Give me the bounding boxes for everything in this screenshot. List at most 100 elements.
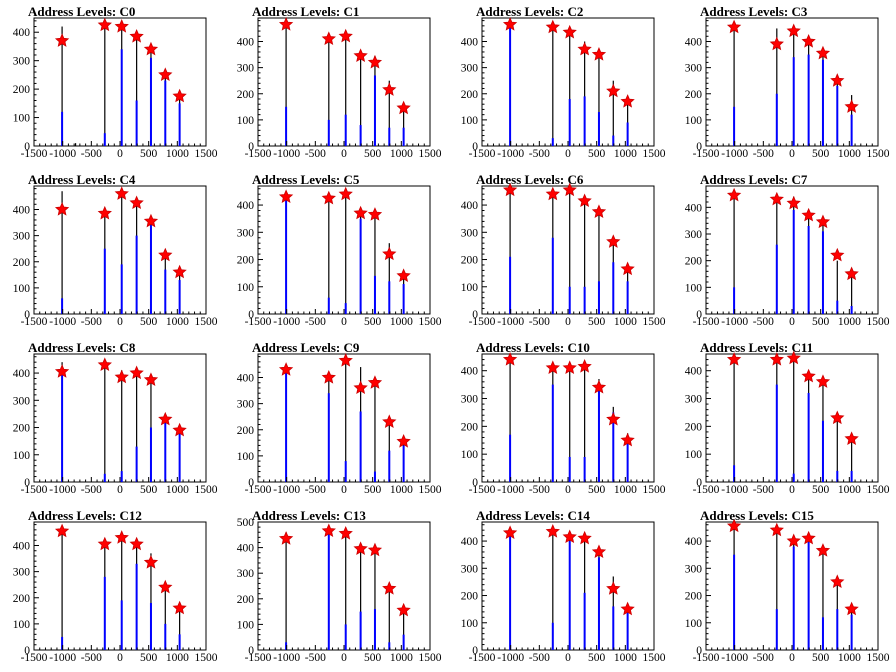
x-tick-label: 1500 xyxy=(867,484,890,496)
chart-panel-7: 0 100 200 300 400 -1500 -1000 -500 0 500 1000 1500 A… xyxy=(672,168,896,336)
x-tick-label: -500 xyxy=(305,484,326,496)
y-tick-label: 0 xyxy=(24,645,30,657)
bar-black xyxy=(104,362,106,482)
y-tick-label: 400 xyxy=(13,205,31,217)
star-marker xyxy=(278,17,294,31)
x-tick-label: 1000 xyxy=(838,316,861,328)
x-tick-label: -1500 xyxy=(21,316,48,328)
bar-blue xyxy=(775,93,778,146)
x-tick-label: -500 xyxy=(753,652,774,664)
x-tick-label: 0 xyxy=(565,484,571,496)
y-tick-label: 200 xyxy=(13,257,31,269)
chart-svg-4: 0 100 200 300 400 -1500 -1000 -500 0 500 1000 1500 xyxy=(13,185,218,328)
y-tick-label: 200 xyxy=(13,84,31,96)
x-tick-label: 0 xyxy=(341,148,347,160)
bar-blue xyxy=(626,611,629,650)
x-tick-label: 0 xyxy=(789,148,795,160)
star-marker xyxy=(815,45,831,60)
star-marker xyxy=(844,601,859,616)
y-tick-label: 300 xyxy=(461,394,479,406)
bar-black xyxy=(136,33,138,146)
bar-black xyxy=(776,28,778,147)
star-marker xyxy=(577,193,592,208)
y-tick-label: 100 xyxy=(13,450,31,462)
star-marker xyxy=(338,186,353,201)
x-tick-label: -500 xyxy=(529,652,550,664)
chart-title: Address Levels: C4 xyxy=(28,172,136,187)
bar-blue xyxy=(775,244,778,314)
y-tick-label: 300 xyxy=(237,399,255,411)
bar-blue xyxy=(836,85,839,146)
chart-title: Address Levels: C15 xyxy=(700,508,814,523)
x-tick-label: -500 xyxy=(529,148,550,160)
bar-blue xyxy=(344,624,347,650)
x-tick-label: 500 xyxy=(364,652,382,664)
y-tick-label: 100 xyxy=(461,618,479,630)
star-marker xyxy=(321,31,336,45)
bar-blue xyxy=(807,54,810,146)
chart-title: Address Levels: C6 xyxy=(476,172,584,187)
x-tick-label: 500 xyxy=(588,484,606,496)
y-tick-label: 200 xyxy=(461,255,479,267)
bar-blue xyxy=(568,541,571,650)
y-tick-label: 400 xyxy=(685,536,703,548)
x-tick-label: 1500 xyxy=(867,148,890,160)
bar-blue xyxy=(551,138,554,146)
x-tick-label: 1500 xyxy=(867,316,890,328)
bar-blue xyxy=(149,57,152,146)
x-tick-label: -1000 xyxy=(497,316,524,328)
y-tick-label: 100 xyxy=(685,449,703,461)
chart-title: Address Levels: C2 xyxy=(476,4,584,19)
y-tick-label: 100 xyxy=(461,449,479,461)
bar-blue xyxy=(402,634,405,650)
x-tick-label: -1000 xyxy=(721,652,748,664)
star-marker xyxy=(606,83,621,98)
bar-blue xyxy=(61,111,64,146)
bar-black xyxy=(598,209,600,314)
bar-black xyxy=(360,547,362,650)
star-marker xyxy=(143,554,159,569)
y-tick-label: 100 xyxy=(237,619,255,631)
star-marker xyxy=(54,364,70,378)
bar-blue xyxy=(583,286,586,314)
star-marker xyxy=(830,247,845,262)
bar-black xyxy=(104,25,106,146)
bar-blue xyxy=(388,450,391,482)
y-tick-label: 300 xyxy=(13,231,31,243)
x-tick-label: -500 xyxy=(753,148,774,160)
bar-blue xyxy=(178,103,181,146)
x-tick-label: -500 xyxy=(305,316,326,328)
bar-black xyxy=(509,187,511,314)
bar-black xyxy=(285,23,287,146)
bar-blue xyxy=(597,112,600,146)
x-tick-label: -1500 xyxy=(469,148,496,160)
bar-blue xyxy=(775,384,778,482)
bar-black xyxy=(552,27,554,146)
bar-blue xyxy=(821,617,824,650)
y-tick-label: 200 xyxy=(13,423,31,435)
y-tick-label: 200 xyxy=(461,591,479,603)
bar-blue xyxy=(821,231,824,314)
bar-blue xyxy=(61,298,64,314)
y-tick-label: 200 xyxy=(461,89,479,101)
star-marker xyxy=(786,533,801,548)
bar-blue xyxy=(149,225,152,314)
star-marker xyxy=(726,187,742,202)
x-tick-label: 0 xyxy=(565,652,571,664)
star-marker xyxy=(769,352,784,366)
bar-blue xyxy=(103,473,106,482)
star-marker xyxy=(367,542,383,557)
star-marker xyxy=(172,600,187,615)
y-tick-label: 400 xyxy=(237,200,255,212)
chart-svg-7: 0 100 200 300 400 -1500 -1000 -500 0 500 1000 1500 xyxy=(685,185,890,328)
star-marker xyxy=(726,352,742,366)
x-tick-label: 1500 xyxy=(867,652,890,664)
x-tick-label: 1000 xyxy=(614,652,637,664)
y-tick-label: 0 xyxy=(248,141,254,153)
x-tick-label: 500 xyxy=(812,484,830,496)
x-tick-label: 1000 xyxy=(614,484,637,496)
bar-black xyxy=(598,51,600,146)
bar-black xyxy=(136,370,138,482)
bar-black xyxy=(733,191,735,314)
x-tick-label: 1500 xyxy=(643,652,666,664)
